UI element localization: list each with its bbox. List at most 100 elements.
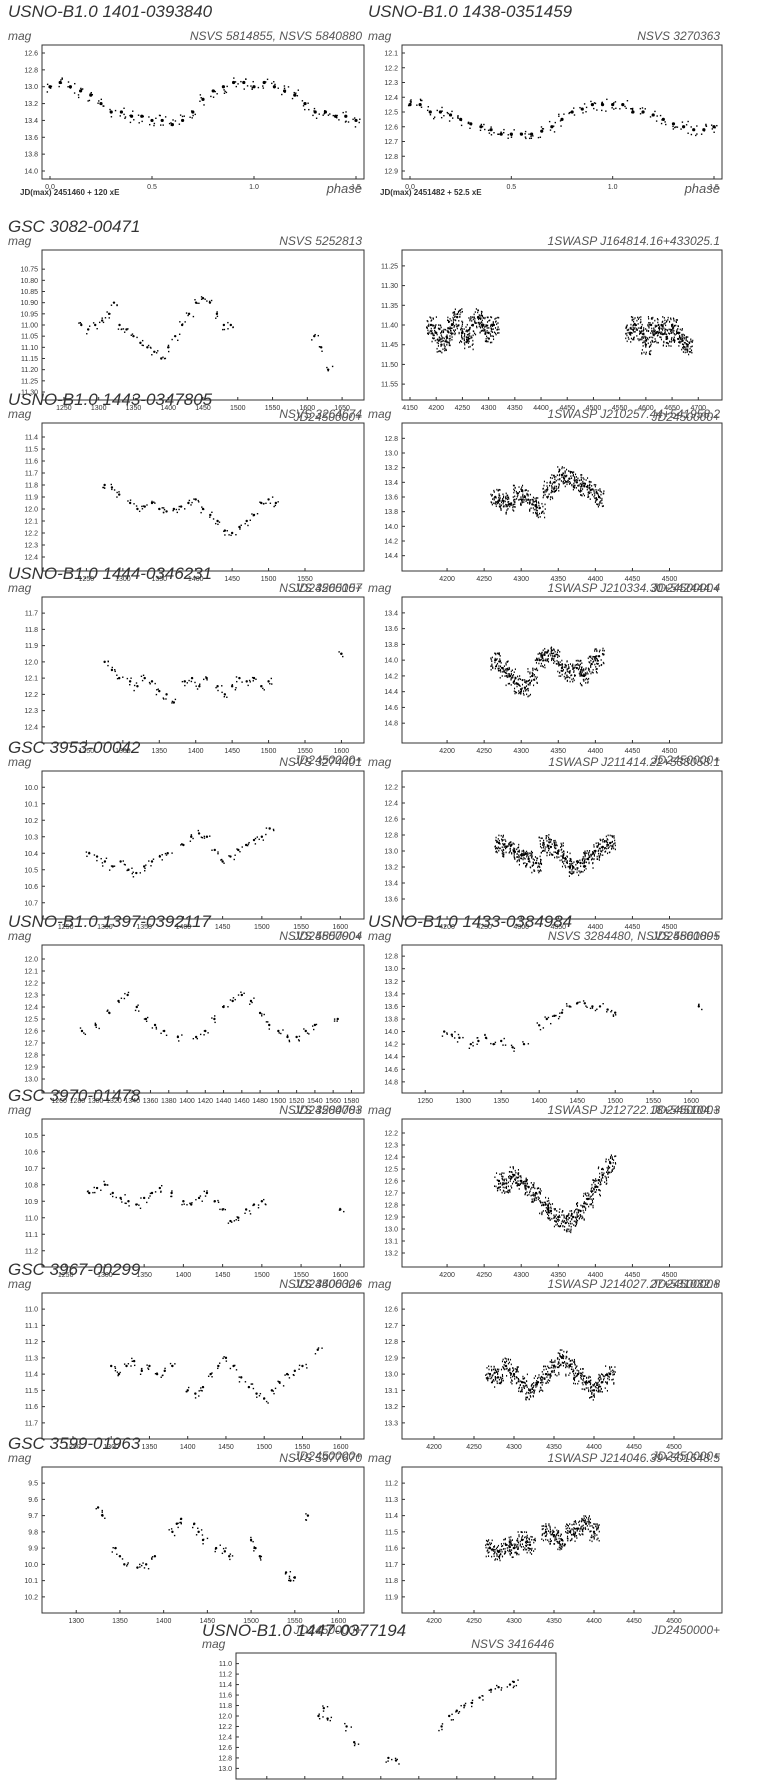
data-point-marker bbox=[691, 351, 693, 354]
data-point-marker bbox=[89, 93, 92, 95]
data-point-marker bbox=[507, 508, 509, 510]
data-point-marker bbox=[581, 494, 583, 497]
data-point-marker bbox=[577, 479, 579, 482]
data-point-marker bbox=[581, 490, 583, 492]
data-point-marker bbox=[532, 858, 534, 860]
data-point-marker bbox=[529, 676, 531, 678]
data-points bbox=[407, 98, 718, 140]
data-point bbox=[523, 686, 527, 689]
data-point-marker bbox=[606, 1171, 608, 1173]
data-point-marker bbox=[149, 683, 151, 685]
data-point-marker bbox=[124, 116, 127, 118]
data-point-marker bbox=[562, 472, 564, 474]
data-point-marker bbox=[668, 328, 670, 331]
data-point-marker bbox=[461, 338, 463, 340]
data-point-marker bbox=[516, 685, 518, 688]
data-point bbox=[249, 999, 253, 1003]
data-point-marker bbox=[468, 317, 470, 319]
data-point-marker bbox=[628, 328, 630, 331]
data-point-marker bbox=[608, 1158, 610, 1161]
data-point-marker bbox=[526, 492, 528, 495]
data-point-marker bbox=[433, 337, 435, 340]
data-point-marker bbox=[678, 336, 680, 339]
data-point-marker bbox=[675, 324, 677, 327]
x-tick-label: 4500 bbox=[666, 1444, 682, 1451]
data-point-marker bbox=[117, 1000, 120, 1002]
data-point-marker bbox=[526, 864, 528, 867]
data-point-marker bbox=[518, 849, 520, 852]
x-tick-label: 1360 bbox=[143, 1098, 159, 1105]
data-point-marker bbox=[588, 492, 590, 495]
y-tick-label: 13.8 bbox=[384, 509, 398, 516]
data-point-marker bbox=[495, 497, 497, 499]
data-point-marker bbox=[453, 329, 455, 332]
data-point-marker bbox=[135, 682, 138, 684]
data-point-marker bbox=[589, 656, 591, 659]
data-point-marker bbox=[497, 133, 499, 135]
data-point-marker bbox=[249, 519, 251, 521]
x-tick-label: 1300 bbox=[88, 1098, 104, 1105]
data-point-marker bbox=[243, 992, 245, 995]
data-point-marker bbox=[561, 665, 563, 668]
data-point-marker bbox=[456, 327, 458, 330]
data-point-marker bbox=[123, 863, 126, 866]
data-point-marker bbox=[558, 663, 560, 665]
data-point-marker bbox=[235, 1219, 237, 1221]
data-point-marker bbox=[581, 859, 584, 862]
data-point-marker bbox=[705, 125, 708, 128]
data-point-marker bbox=[288, 1040, 291, 1043]
data-point-marker bbox=[530, 507, 532, 509]
y-tick-label: 13.6 bbox=[384, 626, 398, 633]
data-point-marker bbox=[178, 333, 181, 335]
data-point-marker bbox=[652, 316, 654, 319]
data-point-marker bbox=[206, 300, 208, 302]
data-point-marker bbox=[546, 1208, 548, 1211]
data-point-marker bbox=[505, 662, 507, 665]
y-tick-label: 14.0 bbox=[384, 658, 398, 665]
chart-source-label: NSVS 3270363 bbox=[637, 29, 720, 43]
data-point-marker bbox=[426, 326, 428, 328]
data-point-marker bbox=[659, 327, 661, 330]
data-point-marker bbox=[440, 341, 442, 343]
data-point-marker bbox=[437, 340, 439, 342]
data-point bbox=[260, 835, 264, 838]
data-point-marker bbox=[634, 322, 636, 325]
data-point-marker bbox=[554, 847, 556, 850]
data-point-marker bbox=[127, 1363, 130, 1365]
data-point-marker bbox=[569, 1220, 571, 1223]
data-point-marker bbox=[691, 345, 693, 348]
data-point-marker bbox=[506, 509, 508, 511]
data-point-marker bbox=[654, 110, 656, 113]
data-point-marker bbox=[135, 505, 138, 507]
data-point-marker bbox=[544, 493, 546, 496]
data-point-marker bbox=[514, 503, 516, 505]
data-point bbox=[99, 101, 103, 106]
data-point-marker bbox=[573, 482, 575, 485]
data-point-marker bbox=[538, 662, 540, 665]
data-point-marker bbox=[562, 855, 564, 858]
data-point-marker bbox=[509, 1166, 511, 1169]
data-point-marker bbox=[115, 1196, 117, 1199]
data-point-marker bbox=[514, 1178, 516, 1181]
data-point-marker bbox=[526, 863, 528, 865]
data-point-marker bbox=[535, 509, 537, 512]
data-point-marker bbox=[563, 852, 565, 855]
data-point bbox=[150, 1191, 154, 1195]
data-point-marker bbox=[632, 326, 634, 329]
data-point-marker bbox=[524, 130, 527, 133]
data-point-marker bbox=[518, 851, 520, 853]
x-tick-label: 0.5 bbox=[506, 184, 516, 191]
data-point-marker bbox=[214, 1015, 216, 1017]
data-point-marker bbox=[550, 652, 553, 655]
data-point-marker bbox=[583, 482, 585, 484]
data-point-marker bbox=[439, 338, 441, 341]
data-point-marker bbox=[557, 478, 559, 481]
data-point-marker bbox=[638, 339, 640, 342]
data-point-marker bbox=[247, 524, 249, 527]
data-point-marker bbox=[599, 855, 601, 858]
data-point-marker bbox=[538, 507, 540, 510]
data-point-marker bbox=[533, 1198, 535, 1200]
data-point-marker bbox=[648, 325, 650, 328]
y-tick-label: 10.80 bbox=[20, 278, 38, 285]
